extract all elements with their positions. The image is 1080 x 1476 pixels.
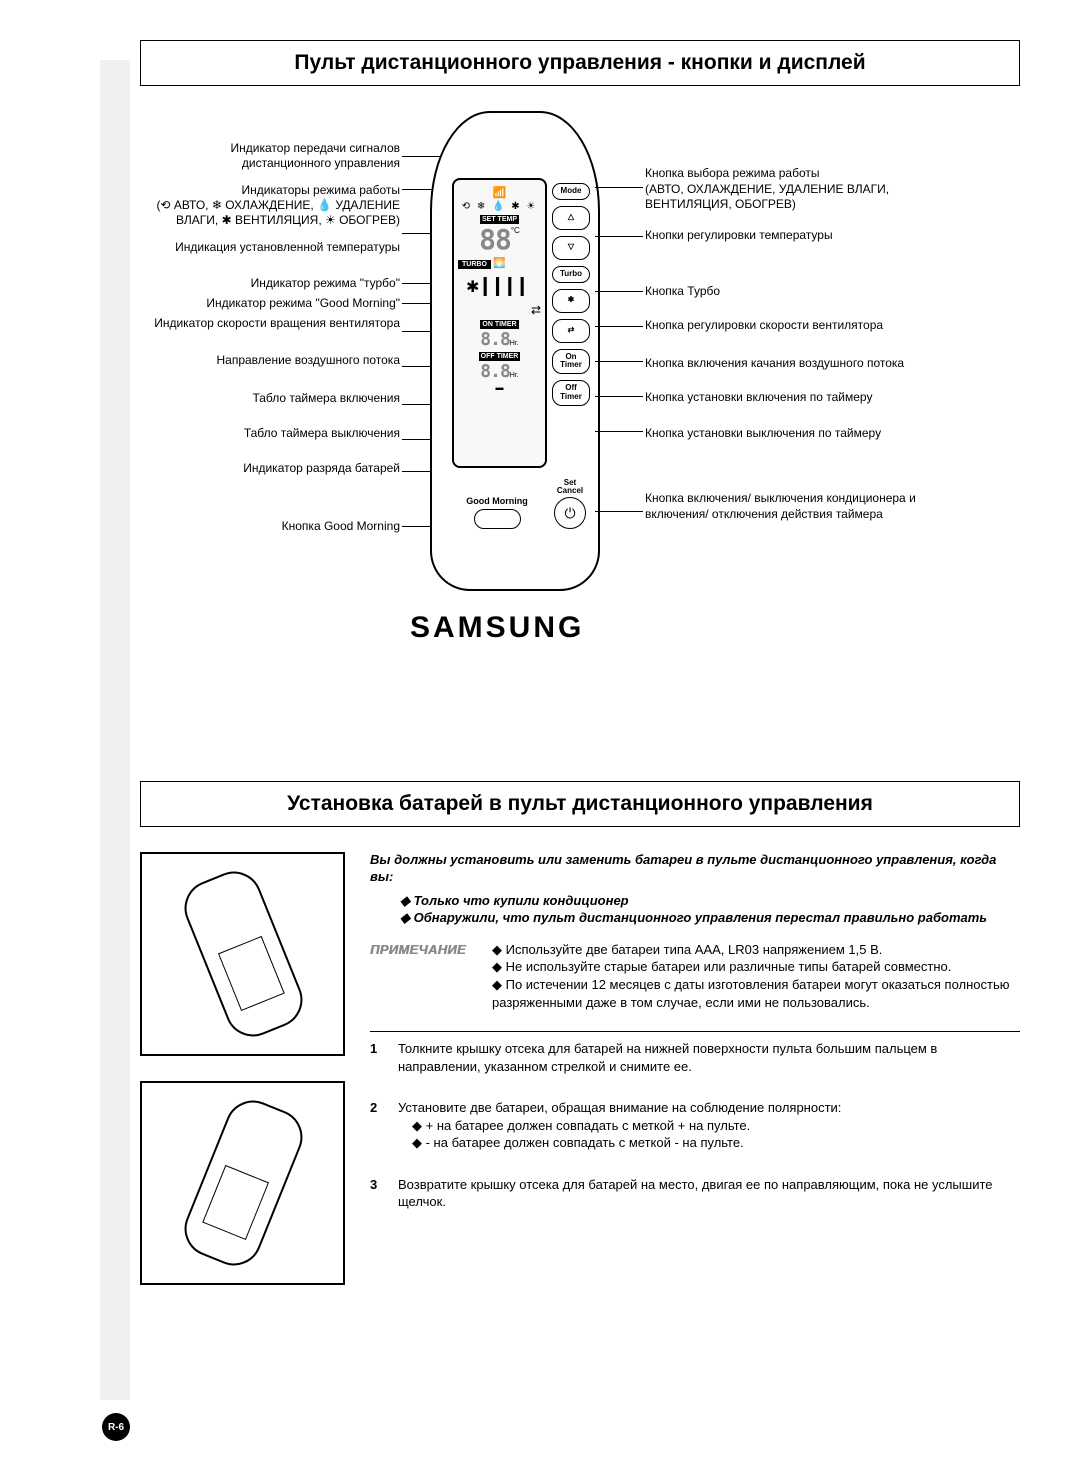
good-morning-area: Good Morning bbox=[457, 496, 537, 529]
section2-title: Установка батарей в пульт дистанционного… bbox=[140, 781, 1020, 827]
note-label: ПРИМЕЧАНИЕ bbox=[370, 941, 480, 1011]
rlabel-off-timer: Кнопка установки выключения по таймеру bbox=[645, 426, 975, 442]
temp-up-button[interactable]: △ bbox=[552, 206, 590, 230]
good-morning-button[interactable] bbox=[474, 509, 521, 529]
leader-line bbox=[595, 396, 643, 397]
label-fan-speed: Индикатор скорости вращения вентилятора bbox=[140, 316, 400, 331]
step-1: 1 Толкните крышку отсека для батарей на … bbox=[370, 1032, 1020, 1083]
rlabel-mode: Кнопка выбора режима работы (АВТО, ОХЛАЖ… bbox=[645, 166, 975, 213]
battery-text-column: Вы должны установить или заменить батаре… bbox=[370, 852, 1020, 1310]
leader-line bbox=[595, 291, 643, 292]
fan-speed-indicator: ✱ ▎▎▎▎ bbox=[458, 277, 541, 297]
label-turbo: Индикатор режима "турбо" bbox=[140, 276, 400, 291]
label-gm-btn: Кнопка Good Morning bbox=[140, 519, 400, 534]
label-signal: Индикатор передачи сигналов дистанционно… bbox=[140, 141, 400, 171]
note-block: ПРИМЕЧАНИЕ Используйте две батареи типа … bbox=[370, 941, 1020, 1011]
label-mode-ind-b: (⟲ АВТО, ❄ ОХЛАЖДЕНИЕ, 💧 УДАЛЕНИЕ ВЛАГИ,… bbox=[156, 198, 400, 227]
set-cancel-label: Set Cancel bbox=[550, 479, 590, 495]
steps-list: 1 Толкните крышку отсека для батарей на … bbox=[370, 1031, 1020, 1219]
battery-image-2 bbox=[140, 1081, 345, 1285]
intro-bullet-2: Обнаружили, что пульт дистанционного упр… bbox=[400, 909, 1020, 927]
leader-line bbox=[595, 431, 643, 432]
on-timer-button[interactable]: On Timer bbox=[552, 349, 590, 375]
rlabel-swing: Кнопка включения качания воздушного пото… bbox=[645, 356, 975, 372]
label-temp-set: Индикация установленной температуры bbox=[140, 240, 400, 255]
remote-diagram: Индикатор передачи сигналов дистанционно… bbox=[140, 111, 1020, 731]
rlabel-on-timer: Кнопка установки включения по таймеру bbox=[645, 390, 975, 406]
step-2-num: 2 bbox=[370, 1099, 384, 1152]
off-timer-seg: 8.8 bbox=[480, 361, 510, 382]
temp-down-button[interactable]: ▽ bbox=[552, 236, 590, 260]
intro-text: Вы должны установить или заменить батаре… bbox=[370, 852, 1020, 886]
step-1-text: Толкните крышку отсека для батарей на ни… bbox=[398, 1040, 1020, 1075]
leader-line bbox=[595, 236, 643, 237]
mode-button[interactable]: Mode bbox=[552, 183, 590, 200]
turbo-button[interactable]: Turbo bbox=[552, 266, 590, 283]
step-2-a: + на батарее должен совпадать с меткой +… bbox=[412, 1117, 841, 1135]
label-mode-ind-a: Индикаторы режима работы bbox=[241, 183, 400, 197]
brand-logo: SAMSUNG bbox=[410, 611, 584, 645]
off-timer-button[interactable]: Off Timer bbox=[552, 380, 590, 406]
rlabel-power: Кнопка включения/ выключения кондиционер… bbox=[645, 491, 975, 522]
turbo-indicator: TURBO bbox=[458, 260, 491, 269]
remote-button-column: Mode △ ▽ Turbo ✱ ⇄ On Timer Off Timer bbox=[552, 183, 590, 412]
step-3: 3 Возвратите крышку отсека для батарей н… bbox=[370, 1168, 1020, 1219]
leader-line bbox=[595, 511, 643, 512]
leader-line bbox=[595, 361, 643, 362]
label-mode-ind: Индикаторы режима работы (⟲ АВТО, ❄ ОХЛА… bbox=[140, 183, 400, 228]
battery-illustrations bbox=[140, 852, 345, 1310]
label-gm-ind: Индикатор режима "Good Morning" bbox=[140, 296, 400, 311]
intro-bullet-1: Только что купили кондиционер bbox=[400, 892, 1020, 910]
temp-unit: °C bbox=[511, 226, 520, 235]
hr-label: Hr. bbox=[510, 340, 519, 347]
leader-line bbox=[595, 187, 643, 188]
off-timer-label: OFF TIMER bbox=[479, 352, 521, 361]
step-2-b: - на батарее должен совпадать с меткой -… bbox=[412, 1134, 841, 1152]
leader-line bbox=[595, 326, 643, 327]
swing-icon: ⇄ bbox=[458, 303, 541, 317]
label-airflow: Направление воздушного потока bbox=[140, 353, 400, 368]
left-margin-bar bbox=[100, 60, 130, 1400]
battery-image-1 bbox=[140, 852, 345, 1056]
hr-label2: Hr. bbox=[510, 372, 519, 379]
rlabel-mode-a: Кнопка выбора режима работы bbox=[645, 166, 820, 180]
on-timer-seg: 8.8 bbox=[480, 329, 510, 350]
rlabel-fan: Кнопка регулировки скорости вентилятора bbox=[645, 318, 975, 334]
section1-title: Пульт дистанционного управления - кнопки… bbox=[140, 40, 1020, 86]
step-1-num: 1 bbox=[370, 1040, 384, 1075]
signal-icon: 📶 bbox=[458, 186, 541, 199]
fan-button[interactable]: ✱ bbox=[552, 289, 590, 313]
rlabel-temp: Кнопки регулировки температуры bbox=[645, 228, 975, 244]
note-bullet-3: По истечении 12 месяцев с даты изготовле… bbox=[492, 976, 1020, 1011]
swing-button[interactable]: ⇄ bbox=[552, 319, 590, 343]
step-3-num: 3 bbox=[370, 1176, 384, 1211]
note-bullet-1: Используйте две батареи типа AAA, LR03 н… bbox=[492, 941, 1020, 959]
step-3-text: Возвратите крышку отсека для батарей на … bbox=[398, 1176, 1020, 1211]
page-number-badge: R-6 bbox=[102, 1413, 130, 1441]
step-2: 2 Установите две батареи, обращая вниман… bbox=[370, 1091, 1020, 1160]
label-battery: Индикатор разряда батарей bbox=[140, 461, 400, 476]
label-on-timer-disp: Табло таймера включения bbox=[140, 391, 400, 406]
label-off-timer-disp: Табло таймера выключения bbox=[140, 426, 400, 441]
mode-icons-row: ⟲ ❄ 💧 ✱ ☀ bbox=[458, 201, 541, 212]
power-button[interactable]: ⏻ bbox=[554, 497, 586, 529]
good-morning-label: Good Morning bbox=[457, 496, 537, 506]
remote-outline: 📶 ⟲ ❄ 💧 ✱ ☀ SET TEMP 88°C TURBO 🌅 ✱ ▎▎▎▎… bbox=[430, 111, 600, 591]
temp-segments: 88 bbox=[479, 223, 511, 256]
on-timer-label: ON TIMER bbox=[480, 320, 518, 329]
rlabel-mode-b: (АВТО, ОХЛАЖДЕНИЕ, УДАЛЕНИЕ ВЛАГИ, ВЕНТИ… bbox=[645, 182, 889, 212]
battery-indicator: ▬ bbox=[458, 383, 541, 392]
remote-display: 📶 ⟲ ❄ 💧 ✱ ☀ SET TEMP 88°C TURBO 🌅 ✱ ▎▎▎▎… bbox=[452, 178, 547, 468]
step-2-text: Установите две батареи, обращая внимание… bbox=[398, 1099, 841, 1117]
power-area: Set Cancel ⏻ bbox=[550, 479, 590, 529]
rlabel-turbo: Кнопка Турбо bbox=[645, 284, 975, 300]
note-bullet-2: Не используйте старые батареи или различ… bbox=[492, 958, 1020, 976]
